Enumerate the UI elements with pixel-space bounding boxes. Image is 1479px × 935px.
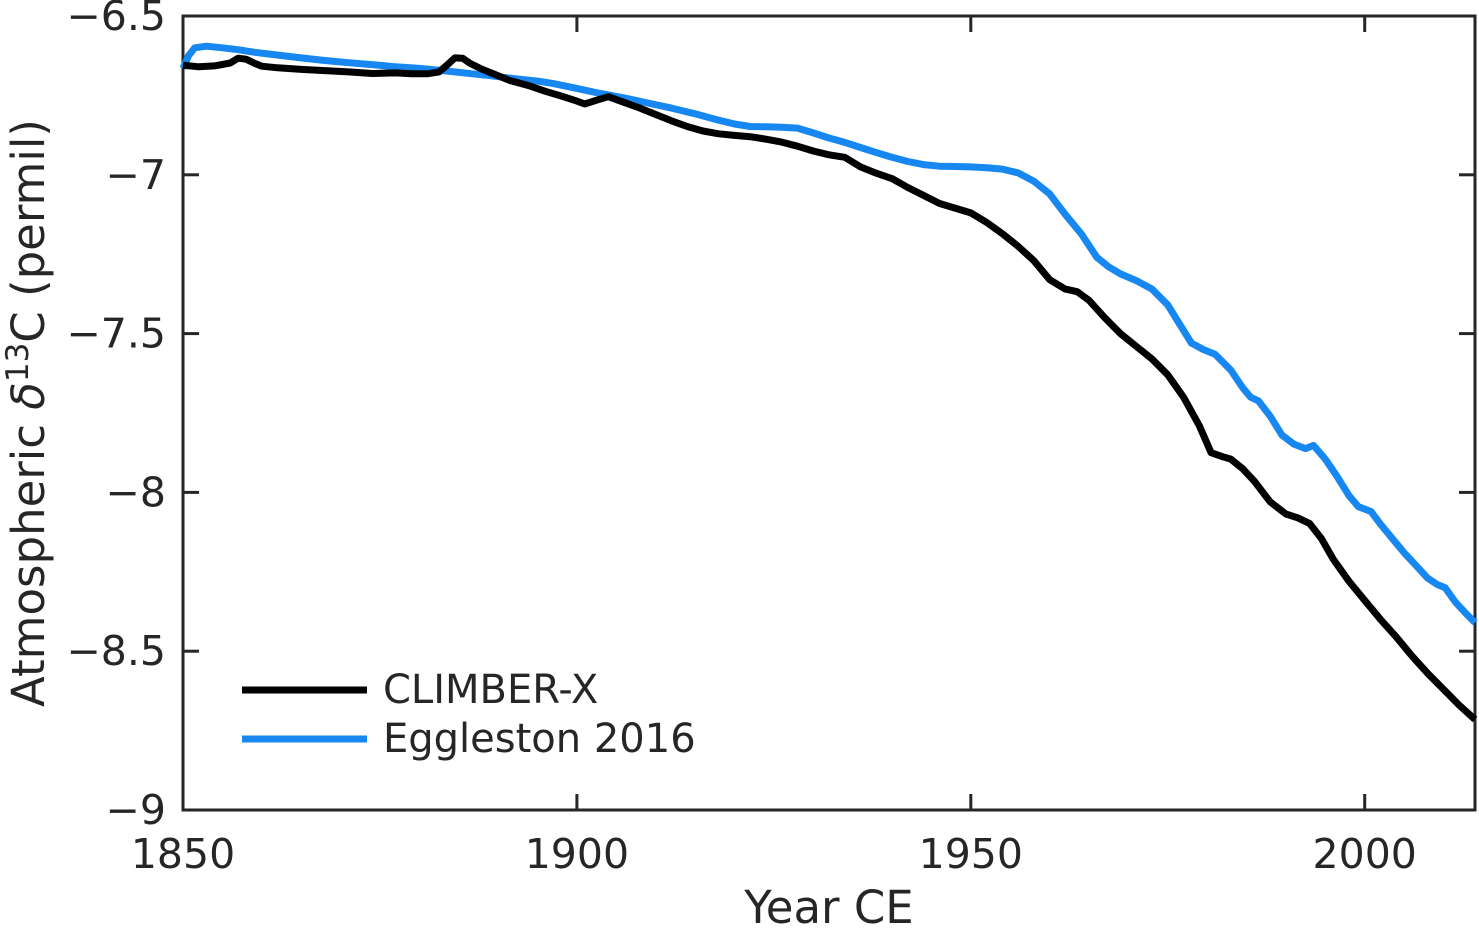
- x-tick-label: 1850: [131, 830, 235, 878]
- y-tick-label: −8: [106, 468, 166, 516]
- y-tick-label: −8.5: [66, 627, 166, 675]
- x-tick-label: 2000: [1313, 830, 1417, 878]
- y-axis-label: Atmospheric δ13C (permil): [0, 119, 55, 707]
- y-tick-label: −7: [106, 151, 166, 199]
- x-axis-label: Year CE: [743, 881, 913, 934]
- series-eggleston-2016-line: [179, 42, 1478, 626]
- x-tick-label: 1950: [919, 830, 1023, 878]
- y-tick-label: −7.5: [66, 310, 166, 358]
- legend-label-climber-x: CLIMBER-X: [383, 667, 598, 713]
- series-climber-x-line: [182, 54, 1478, 723]
- plot-box: [181, 14, 1477, 812]
- legend-label-eggleston-2016: Eggleston 2016: [383, 716, 696, 762]
- y-tick-label: −9: [106, 786, 166, 834]
- y-tick-label: −6.5: [66, 0, 166, 40]
- legend-entry-eggleston-2016: Eggleston 2016: [242, 716, 696, 762]
- x-tick-label: 1900: [525, 830, 629, 878]
- legend-entry-climber-x: CLIMBER-X: [242, 667, 598, 713]
